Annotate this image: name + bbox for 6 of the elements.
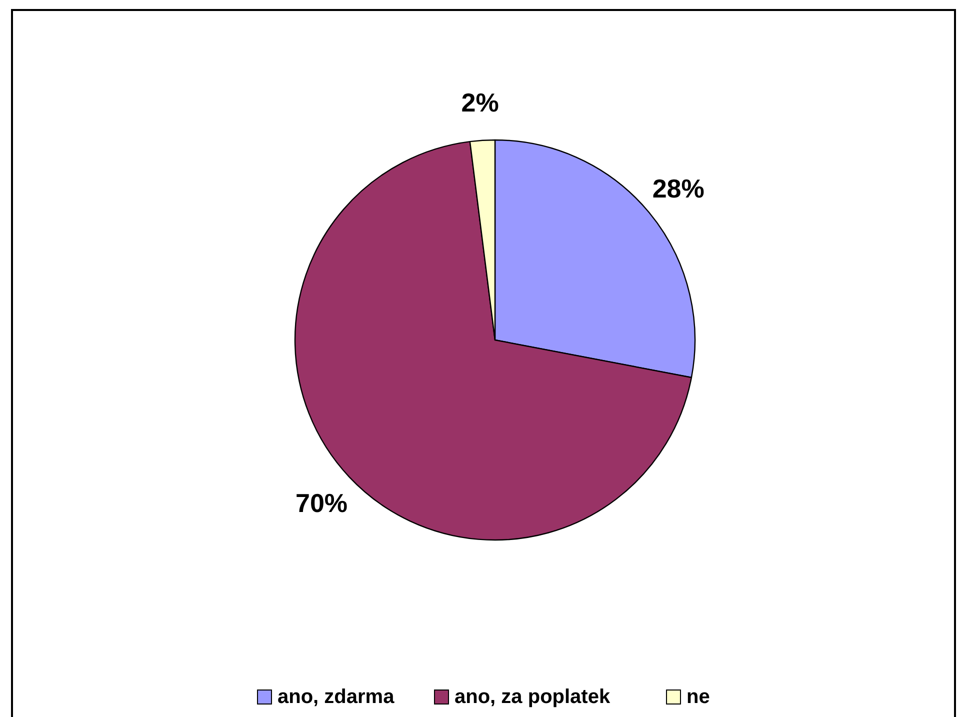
legend-label: ano, zdarma	[278, 686, 396, 708]
legend-label: ne	[686, 686, 710, 708]
data-label: 2%	[461, 87, 499, 118]
data-label: 28%	[652, 173, 704, 204]
legend-label: ano, za poplatek	[454, 686, 611, 708]
data-label: 70%	[295, 488, 348, 518]
